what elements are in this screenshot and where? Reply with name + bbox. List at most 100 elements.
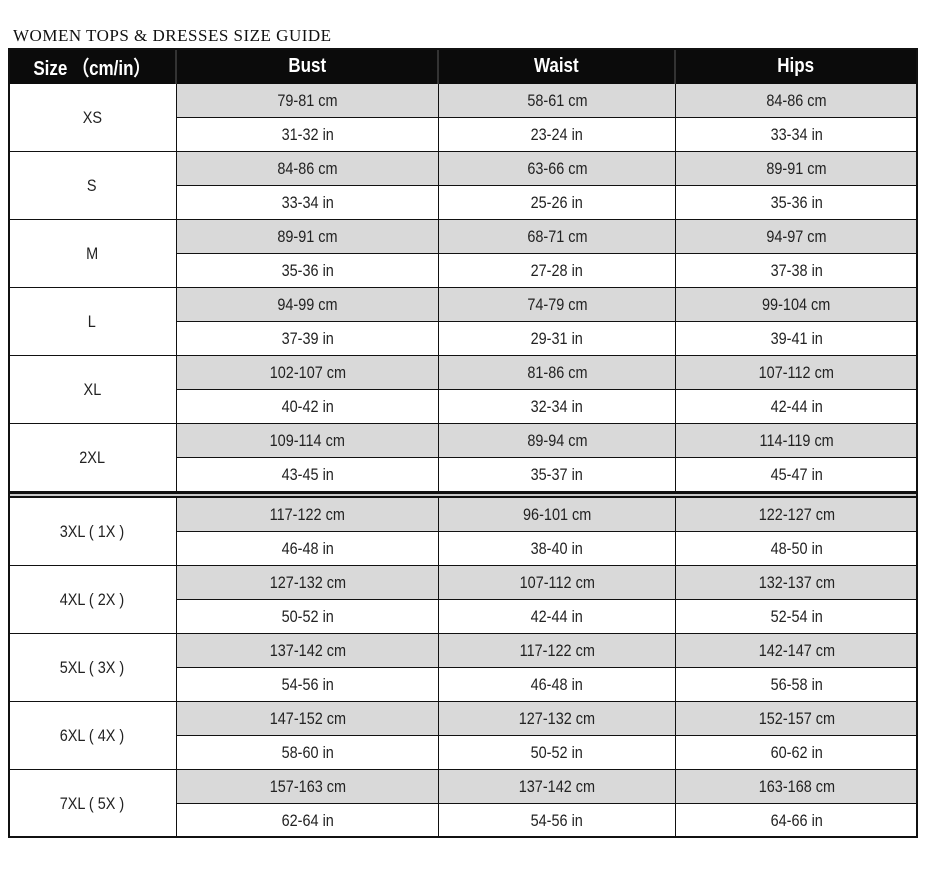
hips-cm-cell: 163-168 cm (676, 770, 918, 804)
bust-cm-cell: 79-81 cm (177, 84, 439, 118)
bust-in-cell: 46-48 in (177, 532, 439, 566)
waist-in-cell-text: 27-28 in (530, 260, 584, 280)
bust-in-cell-text: 58-60 in (281, 742, 334, 762)
hips-in-cell: 45-47 in (676, 458, 918, 492)
size-label: 6XL ( 4X ) (8, 702, 177, 770)
size-label: 4XL ( 2X ) (8, 566, 177, 634)
size-label: 2XL (8, 424, 177, 492)
waist-cm-cell-text: 137-142 cm (518, 776, 596, 796)
bust-in-cell: 43-45 in (177, 458, 439, 492)
bust-cm-cell-text: 147-152 cm (269, 708, 346, 728)
size-label-text: 2XL (79, 447, 105, 467)
bust-cm-cell-text: 137-142 cm (269, 640, 346, 660)
size-label-text: XL (83, 379, 101, 399)
size-label-text: S (87, 175, 97, 195)
hips-cm-cell-text: 114-119 cm (759, 430, 834, 450)
waist-in-cell: 54-56 in (439, 804, 676, 838)
waist-cm-cell: 68-71 cm (439, 220, 676, 254)
hips-cm-cell-text: 89-91 cm (766, 158, 827, 178)
waist-cm-cell-text: 89-94 cm (526, 430, 588, 450)
bust-cm-cell: 157-163 cm (177, 770, 439, 804)
bust-cm-cell-text: 89-91 cm (277, 226, 338, 246)
waist-cm-cell: 89-94 cm (439, 424, 676, 458)
size-label-text: 7XL ( 5X ) (59, 793, 125, 813)
bust-cm-cell: 89-91 cm (177, 220, 439, 254)
waist-in-cell-text: 42-44 in (530, 606, 584, 626)
size-label: XL (8, 356, 177, 424)
waist-cm-cell-text: 81-86 cm (526, 362, 588, 382)
size-label: M (8, 220, 177, 288)
hips-in-cell-text: 56-58 in (770, 674, 823, 694)
size-label-text: M (85, 243, 99, 263)
hips-cm-cell: 114-119 cm (676, 424, 918, 458)
bust-cm-cell-text: 84-86 cm (277, 158, 338, 178)
bust-cm-cell-text: 94-99 cm (277, 294, 338, 314)
waist-cm-cell-text: 68-71 cm (526, 226, 588, 246)
bust-cm-cell: 127-132 cm (177, 566, 439, 600)
bust-in-cell-text: 33-34 in (281, 192, 334, 212)
hips-in-cell: 37-38 in (676, 254, 918, 288)
hips-in-cell-text: 35-36 in (770, 192, 823, 212)
hips-cm-cell-text: 94-97 cm (766, 226, 827, 246)
hips-cm-cell-text: 107-112 cm (758, 362, 835, 382)
hips-in-cell-text: 52-54 in (770, 606, 823, 626)
hips-cm-cell: 122-127 cm (676, 498, 918, 532)
waist-cm-cell-text: 58-61 cm (526, 90, 588, 110)
bust-cm-cell-text: 102-107 cm (269, 362, 346, 382)
bust-in-cell: 31-32 in (177, 118, 439, 152)
waist-cm-cell-text: 63-66 cm (526, 158, 588, 178)
waist-in-cell-text: 54-56 in (530, 810, 584, 830)
hips-in-cell-text: 39-41 in (770, 328, 823, 348)
size-label-text: 5XL ( 3X ) (59, 657, 125, 677)
waist-in-cell: 35-37 in (439, 458, 676, 492)
waist-cm-cell: 58-61 cm (439, 84, 676, 118)
size-label: S (8, 152, 177, 220)
hips-cm-cell-text: 132-137 cm (758, 572, 835, 592)
hips-in-cell: 64-66 in (676, 804, 918, 838)
waist-in-cell-text: 23-24 in (530, 124, 584, 144)
hips-in-cell-text: 33-34 in (770, 124, 823, 144)
hips-in-cell-text: 37-38 in (770, 260, 823, 280)
bust-cm-cell-text: 157-163 cm (269, 776, 346, 796)
bust-in-cell: 40-42 in (177, 390, 439, 424)
bust-in-cell: 58-60 in (177, 736, 439, 770)
waist-in-cell: 25-26 in (439, 186, 676, 220)
hips-in-cell: 56-58 in (676, 668, 918, 702)
waist-cm-cell-text: 127-132 cm (518, 708, 596, 728)
header-hips: Hips (676, 48, 918, 84)
bust-cm-cell-text: 127-132 cm (269, 572, 346, 592)
hips-cm-cell: 152-157 cm (676, 702, 918, 736)
bust-cm-cell-text: 79-81 cm (277, 90, 338, 110)
hips-cm-cell-text: 142-147 cm (758, 640, 835, 660)
bust-in-cell-text: 40-42 in (281, 396, 334, 416)
size-label-text: XS (82, 107, 102, 127)
bust-in-cell-text: 35-36 in (281, 260, 334, 280)
hips-in-cell-text: 45-47 in (770, 464, 823, 484)
bust-cm-cell: 137-142 cm (177, 634, 439, 668)
hips-in-cell: 60-62 in (676, 736, 918, 770)
bust-cm-cell: 147-152 cm (177, 702, 439, 736)
hips-cm-cell-text: 84-86 cm (766, 90, 827, 110)
header-label: Size （cm/in） (32, 57, 151, 80)
waist-in-cell-text: 50-52 in (530, 742, 584, 762)
hips-in-cell: 48-50 in (676, 532, 918, 566)
waist-in-cell: 50-52 in (439, 736, 676, 770)
section-divider (8, 492, 918, 498)
hips-cm-cell: 89-91 cm (676, 152, 918, 186)
bust-in-cell-text: 50-52 in (281, 606, 334, 626)
header-label: Bust (288, 54, 326, 77)
waist-cm-cell: 63-66 cm (439, 152, 676, 186)
size-label-text: 3XL ( 1X ) (59, 521, 125, 541)
hips-cm-cell: 142-147 cm (676, 634, 918, 668)
bust-cm-cell-text: 117-122 cm (269, 504, 346, 524)
bust-cm-cell: 94-99 cm (177, 288, 439, 322)
hips-cm-cell: 132-137 cm (676, 566, 918, 600)
hips-in-cell-text: 42-44 in (770, 396, 823, 416)
bust-in-cell: 54-56 in (177, 668, 439, 702)
bust-in-cell-text: 31-32 in (281, 124, 334, 144)
hips-cm-cell-text: 122-127 cm (758, 504, 835, 524)
hips-in-cell-text: 48-50 in (770, 538, 823, 558)
waist-in-cell: 23-24 in (439, 118, 676, 152)
waist-in-cell: 42-44 in (439, 600, 676, 634)
size-label: XS (8, 84, 177, 152)
